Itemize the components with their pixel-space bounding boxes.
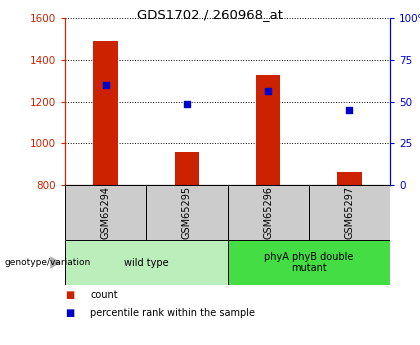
Bar [93, 41, 118, 185]
Bar [175, 151, 199, 185]
Text: ■: ■ [65, 308, 74, 318]
Bar [228, 240, 390, 285]
Polygon shape [50, 256, 61, 269]
Text: GDS1702 / 260968_at: GDS1702 / 260968_at [137, 8, 283, 21]
Bar [65, 240, 228, 285]
Point [265, 88, 271, 94]
Bar [146, 185, 228, 240]
Text: wild type: wild type [124, 257, 168, 267]
Bar [309, 185, 390, 240]
Text: count: count [90, 290, 118, 300]
Point [102, 82, 109, 88]
Text: ■: ■ [65, 290, 74, 300]
Text: phyA phyB double
mutant: phyA phyB double mutant [264, 252, 354, 273]
Point [346, 107, 353, 112]
Bar [228, 185, 309, 240]
Text: GSM65295: GSM65295 [182, 186, 192, 239]
Point [184, 101, 190, 106]
Bar [256, 76, 280, 185]
Text: genotype/variation: genotype/variation [4, 258, 90, 267]
Text: GSM65297: GSM65297 [344, 186, 354, 239]
Bar [337, 172, 362, 185]
Text: percentile rank within the sample: percentile rank within the sample [90, 308, 255, 318]
Text: GSM65296: GSM65296 [263, 186, 273, 239]
Text: GSM65294: GSM65294 [101, 186, 110, 239]
Bar [65, 185, 146, 240]
